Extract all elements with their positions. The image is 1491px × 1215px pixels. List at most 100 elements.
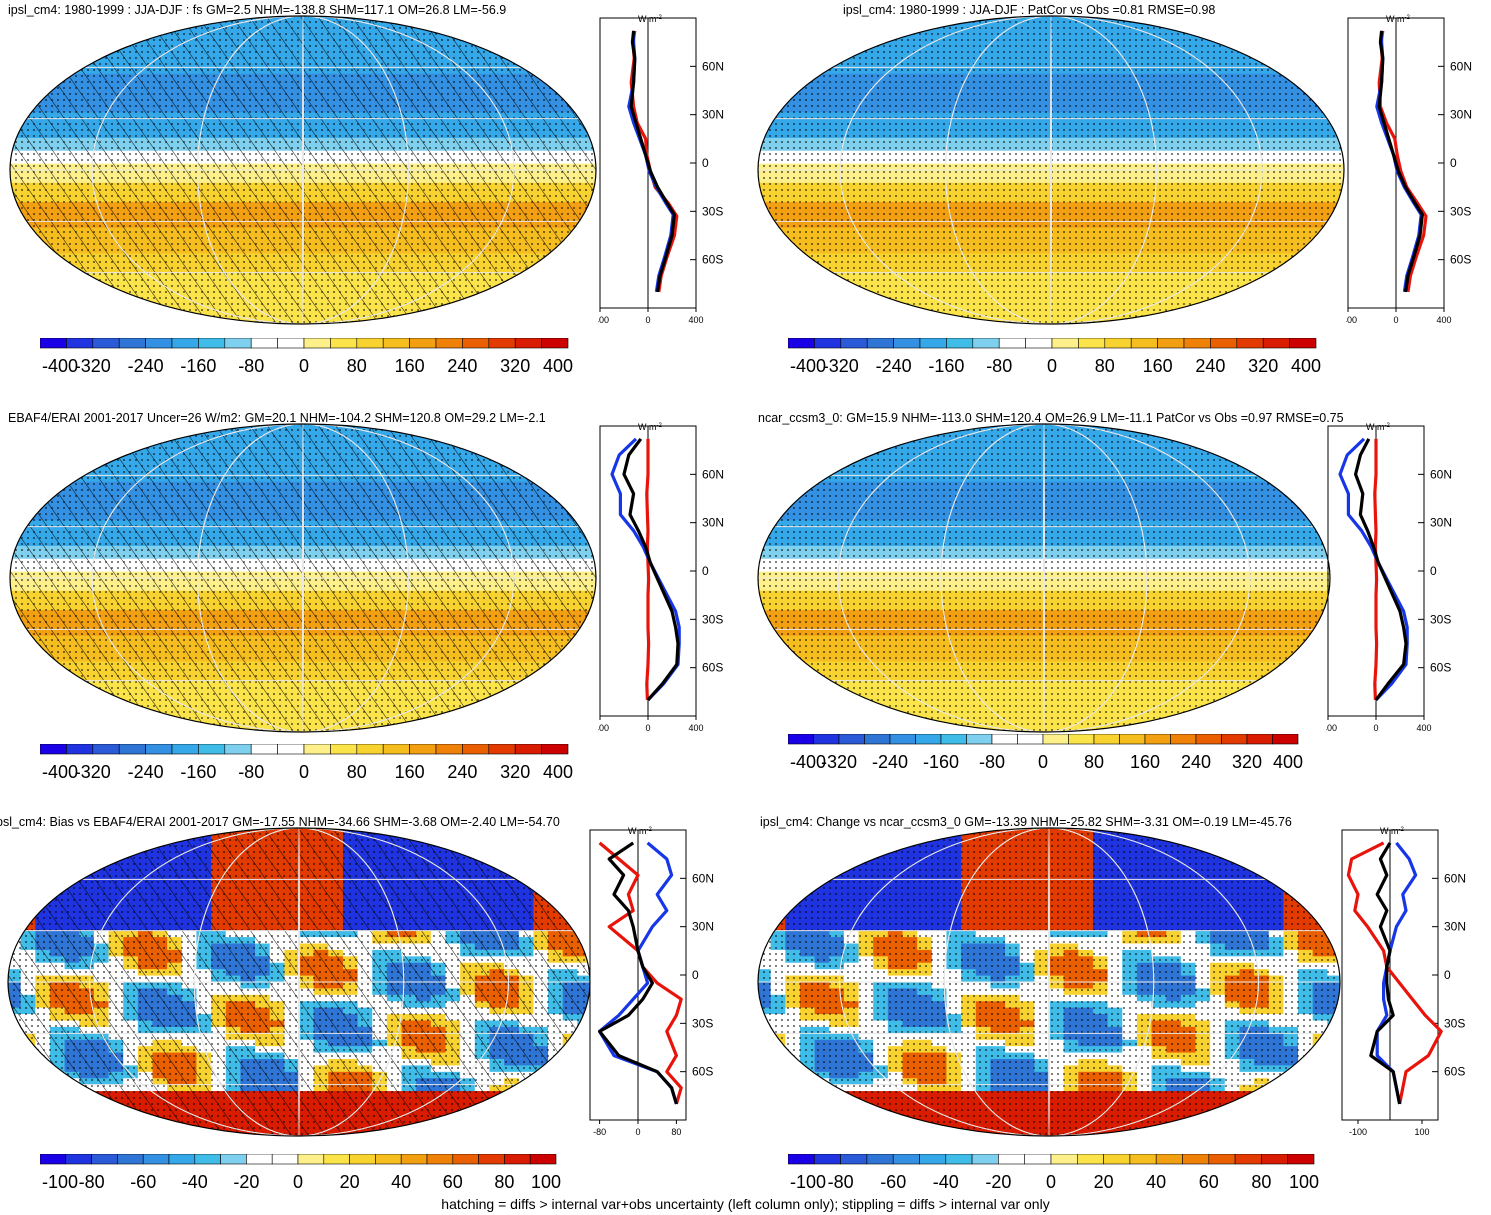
- map-cell: [858, 847, 875, 855]
- map-cell: [562, 879, 579, 887]
- series-line-blue: [1375, 841, 1418, 1105]
- map-cell: [829, 1110, 845, 1118]
- map-cell: [123, 1123, 139, 1131]
- graticule-lon: [88, 828, 510, 1136]
- series-line-black: [598, 841, 678, 1105]
- map-cell: [562, 1103, 579, 1112]
- map-cell: [1268, 872, 1285, 881]
- map-cell: [1298, 860, 1314, 868]
- colorbar-label: -240: [876, 356, 912, 376]
- map-cell: [1195, 834, 1212, 842]
- map-cell: [829, 1091, 845, 1099]
- colorbar-label: -160: [180, 762, 216, 782]
- map-cell: [814, 853, 831, 862]
- x-tick-label: 0: [1373, 723, 1378, 733]
- map-cell: [814, 1123, 831, 1131]
- map-cell: [548, 879, 564, 887]
- map-cell: [1298, 866, 1314, 874]
- footer-caption: hatching = diffs > internal var+obs unce…: [441, 1196, 1050, 1212]
- map-cell: [489, 1129, 506, 1136]
- map-cell: [518, 1116, 535, 1125]
- map-cell: [1239, 853, 1256, 862]
- colorbar-label: 100: [531, 1172, 561, 1192]
- map-cell: [79, 1123, 95, 1131]
- map-cell: [1312, 1071, 1329, 1080]
- y-tick-label: 30S: [702, 204, 723, 218]
- colorbar-label: 240: [1195, 356, 1225, 376]
- y-tick-label: 60S: [1430, 661, 1451, 675]
- graticule-lon: [839, 16, 1263, 324]
- map-cell: [79, 828, 95, 836]
- map-cell: [770, 892, 787, 900]
- y-tick-label: 30N: [1444, 920, 1466, 934]
- map-cell: [64, 1110, 81, 1118]
- map-cell: [770, 866, 787, 874]
- map-cell: [533, 840, 550, 849]
- map-cell: [758, 1110, 772, 1118]
- map-cell: [533, 860, 550, 868]
- map-cell: [562, 892, 579, 900]
- map-cell: [35, 860, 51, 868]
- colorbar-swatch: [452, 1154, 479, 1165]
- map-cell: [137, 834, 154, 842]
- panel-title: ncar_ccsm3_0: GM=15.9 NHM=-113.0 SHM=120…: [758, 411, 1344, 425]
- colorbar-label: 160: [395, 356, 425, 376]
- map-cell: [1151, 1129, 1168, 1136]
- map-cell: [548, 840, 564, 849]
- map-cell: [562, 834, 579, 842]
- colorbar-swatch: [303, 744, 331, 755]
- map-cell: [1312, 1116, 1329, 1125]
- colorbar-swatch: [1182, 1154, 1210, 1165]
- colorbar-swatch: [1025, 338, 1053, 349]
- colorbar-label: 400: [543, 356, 573, 376]
- colorbar-label: -400: [42, 762, 78, 782]
- map-cell: [758, 1084, 772, 1093]
- map-cell: [829, 840, 845, 849]
- y-tick-label: 30S: [1430, 612, 1451, 626]
- map-cell: [814, 860, 831, 868]
- map-cell: [474, 840, 491, 849]
- map-cell: [401, 1129, 418, 1136]
- map-cell: [8, 1091, 22, 1099]
- colorbar-swatch: [382, 338, 410, 349]
- map-cell: [1312, 866, 1329, 874]
- map-cell: [548, 834, 564, 842]
- map-cell: [1312, 1091, 1329, 1099]
- x-tick-label: 0: [1393, 315, 1398, 325]
- panel-title: psl_cm4: Bias vs EBAF4/ERAI 2001-2017 GM…: [0, 815, 560, 829]
- map-cell: [489, 1103, 506, 1112]
- map-cell: [167, 1123, 183, 1131]
- map-cell: [799, 879, 816, 887]
- map-cell: [1254, 860, 1270, 868]
- colorbar-swatch: [142, 1154, 170, 1165]
- colorbar-label: -20: [985, 1172, 1011, 1192]
- map-cell: [93, 1110, 110, 1118]
- colorbar-swatch: [194, 1154, 221, 1165]
- map-cell: [474, 1110, 491, 1118]
- map-cell: [1166, 1123, 1182, 1131]
- colorbar-label: 320: [500, 356, 530, 376]
- map-cell: [548, 892, 564, 900]
- map-cell: [1254, 828, 1270, 836]
- map-cell: [1268, 1084, 1285, 1093]
- colorbar-label: -60: [130, 1172, 156, 1192]
- map-cell: [758, 917, 772, 926]
- colorbar-label: 80: [1095, 356, 1115, 376]
- map-cell: [430, 1123, 447, 1131]
- map-cell: [20, 828, 37, 836]
- map-cell: [489, 1123, 506, 1131]
- map-cell: [858, 1116, 875, 1125]
- map-cell: [8, 1059, 22, 1067]
- map-cell: [785, 828, 801, 836]
- map-cell: [533, 1097, 550, 1105]
- y-tick-label: 60S: [702, 253, 723, 267]
- x-tick-label: 400: [688, 315, 703, 325]
- map-cell: [770, 872, 787, 881]
- colorbar-swatch: [945, 1154, 973, 1165]
- colorbar-swatch: [892, 1154, 920, 1165]
- series-line-red: [629, 30, 679, 293]
- map-cell: [1298, 1129, 1314, 1136]
- map-cell: [8, 885, 22, 894]
- map-cell: [843, 828, 860, 836]
- map-cell: [1195, 828, 1212, 836]
